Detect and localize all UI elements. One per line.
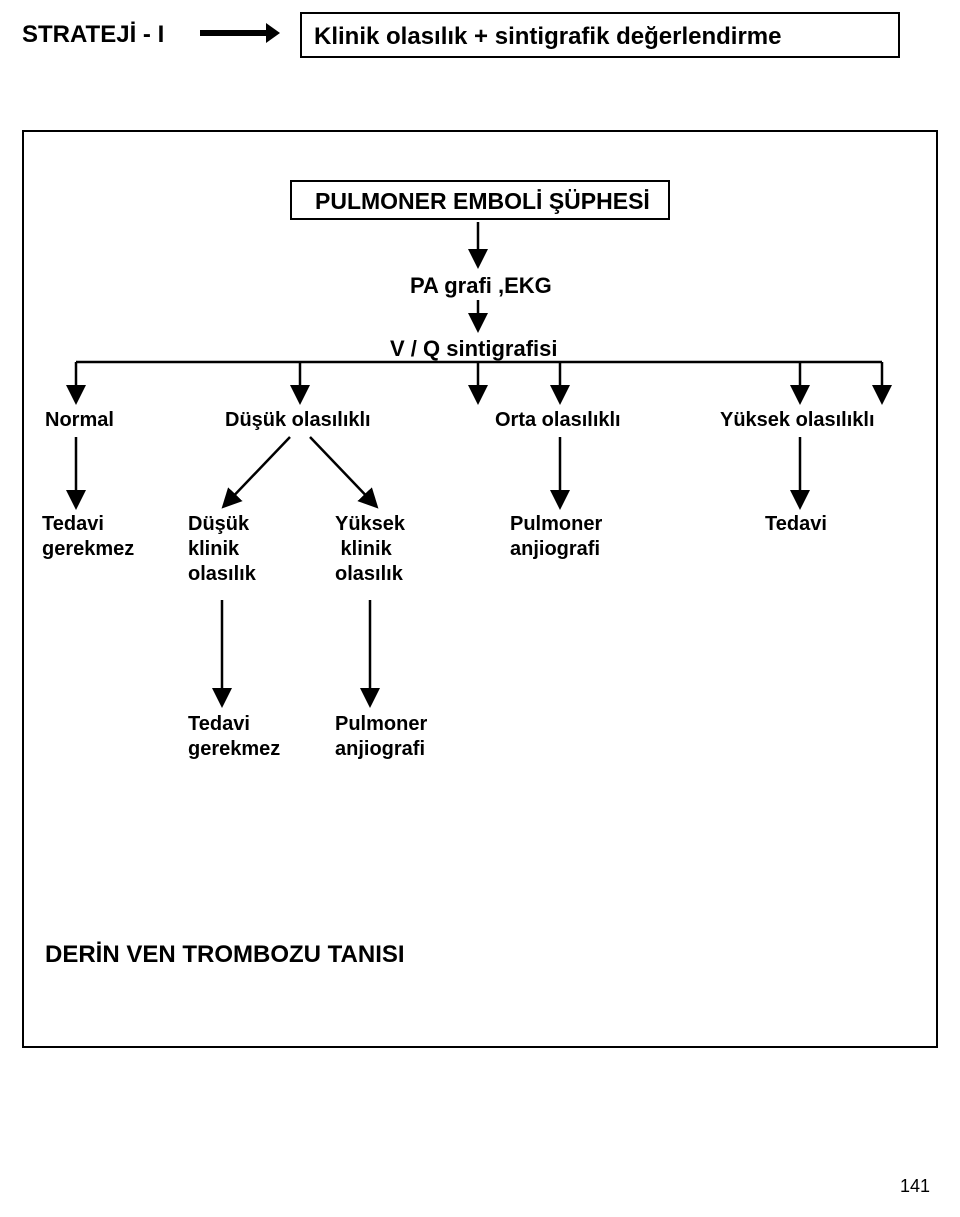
tx-label: Tedavi xyxy=(765,512,827,537)
vq-label: V / Q sintigrafisi xyxy=(390,335,557,363)
pulm-angio-2-label: Pulmoner anjiografi xyxy=(335,712,427,762)
strategy-title: STRATEJİ - I xyxy=(22,20,164,50)
normal-label: Normal xyxy=(45,408,114,433)
high-clinical-label: Yüksek klinik olasılık xyxy=(335,512,405,587)
high-prob-label: Yüksek olasılıklı xyxy=(720,408,875,433)
pa-ekg-label: PA grafi ,EKG xyxy=(410,272,552,300)
diagram-canvas: STRATEJİ - I Klinik olasılık + sintigraf… xyxy=(0,0,960,1217)
tx-not-needed-2-label: Tedavi gerekmez xyxy=(188,712,280,762)
page-number: 141 xyxy=(900,1175,930,1198)
dvt-title: DERİN VEN TROMBOZU TANISI xyxy=(45,940,405,970)
tx-not-needed-label: Tedavi gerekmez xyxy=(42,512,134,562)
pe-suspect-label: PULMONER EMBOLİ ŞÜPHESİ xyxy=(315,187,650,216)
mid-prob-label: Orta olasılıklı xyxy=(495,408,621,433)
outer-box xyxy=(22,130,938,1048)
low-prob-label: Düşük olasılıklı xyxy=(225,408,371,433)
pulm-angio-label: Pulmoner anjiografi xyxy=(510,512,602,562)
header-title: Klinik olasılık + sintigrafik değerlendi… xyxy=(314,22,781,52)
low-clinical-label: Düşük klinik olasılık xyxy=(188,512,256,587)
